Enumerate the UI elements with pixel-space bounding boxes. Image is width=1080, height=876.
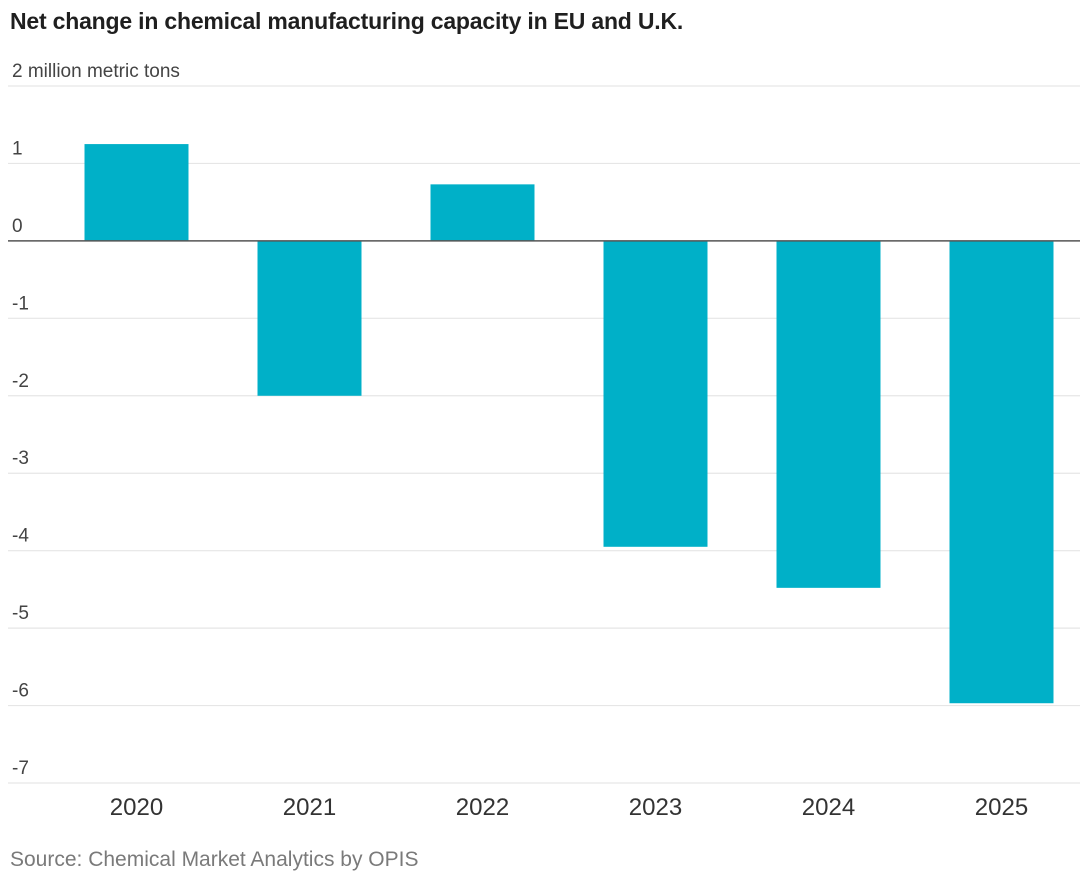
bars [84,144,1054,704]
y-tick-label: -2 [12,371,29,392]
y-tick-label: 0 [12,216,23,237]
y-tick-label: -6 [12,681,29,702]
bar-2024 [776,240,881,588]
x-tick-label: 2020 [110,794,163,821]
source-note: Source: Chemical Market Analytics by OPI… [10,848,419,871]
y-tick-label: -4 [12,526,29,547]
y-tick-label: 2 million metric tons [12,61,180,82]
bar-2020 [84,144,189,241]
x-tick-label: 2025 [975,794,1028,821]
x-tick-label: 2024 [802,794,855,821]
y-tick-label: -3 [12,448,29,469]
x-tick-label: 2021 [283,794,336,821]
bar-2021 [257,240,362,396]
bar-2023 [603,240,708,547]
y-axis-ticks: 2 million metric tons 1 0 -1 -2 -3 -4 -5 -6 -7 [12,61,180,779]
y-tick-label: -7 [12,758,29,779]
x-tick-label: 2023 [629,794,682,821]
y-tick-label: -5 [12,603,29,624]
y-tick-label: -1 [12,293,29,314]
y-tick-label: 1 [12,138,23,159]
chart-title: Net change in chemical manufacturing cap… [10,8,684,34]
x-tick-label: 2022 [456,794,509,821]
gridlines [8,85,1080,784]
x-axis-ticks: 2020 2021 2022 2023 2024 2025 [110,794,1028,821]
bar-2025 [949,240,1054,704]
bar-2022 [430,184,535,241]
